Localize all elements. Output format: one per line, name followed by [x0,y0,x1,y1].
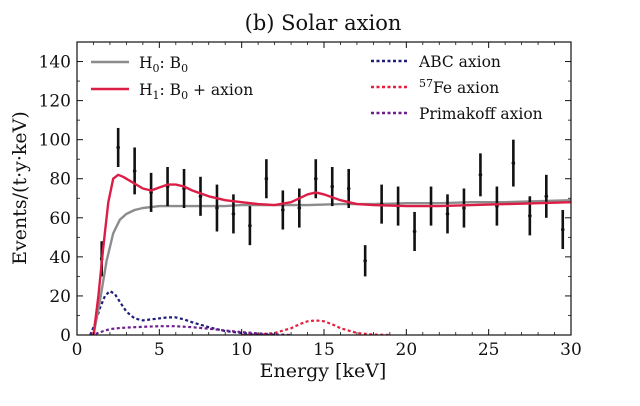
data-marker [264,176,269,181]
data-marker [462,206,466,210]
data-point [544,174,549,218]
legend-text-part: H [139,81,153,99]
legend-superscript: 57 [419,77,433,90]
data-point [478,153,483,197]
series-line-h1-b0-axion [92,173,571,335]
y-tick-label: 20 [49,287,71,307]
series-line-abc-axion [89,290,275,335]
legend-text-part: : B [160,81,182,99]
data-point [495,186,499,226]
x-tick-label: 0 [72,340,83,360]
data-marker [363,258,367,263]
x-tick-label: 25 [478,340,500,360]
data-point [445,194,450,234]
data-point [198,176,203,216]
data-point [132,147,137,195]
data-marker [560,227,565,232]
y-tick-label: 140 [39,53,71,73]
legend-entry-primakoff: Primakoff axion [371,105,543,123]
data-marker [297,206,302,210]
data-marker [215,206,219,210]
data-marker [478,173,483,177]
chart-title: (b) Solar axion [245,11,402,35]
legend-entry-h0: H0: B0 [91,54,188,75]
legend-subscript: 0 [181,62,188,75]
data-marker [511,161,516,165]
data-point [116,127,120,168]
legend-entry-h1: H1: B0 + axion [91,81,253,102]
data-point [560,209,565,250]
x-tick-label: 30 [560,340,582,360]
series-line-h0-b0 [92,199,571,335]
x-tick-label: 15 [313,340,335,360]
data-marker [248,223,252,228]
y-axis-label: Events/(t·y·keV) [9,111,31,265]
data-marker [313,176,318,181]
data-point [511,139,516,187]
plot-area [89,127,571,335]
data-point [297,188,302,228]
data-point [281,190,285,230]
y-tick-label: 60 [49,209,71,229]
y-tick-label: 0 [60,326,71,346]
x-axis-label: Energy [keV] [260,360,387,382]
data-marker [198,194,203,199]
legend-entry-abc: ABC axion [371,53,501,71]
data-point [248,206,252,246]
legend-subscript: 1 [153,89,160,102]
data-marker [544,194,549,199]
y-tick-label: 80 [49,170,71,190]
data-point [412,211,417,252]
data-point [363,245,367,277]
data-marker [116,145,120,150]
legend-label: Primakoff axion [419,105,543,123]
legend-entry-fe57: 57Fe axion [371,77,499,97]
y-tick-label: 40 [49,248,71,268]
legend-subscript: 0 [153,62,160,75]
data-marker [528,214,532,218]
x-tick-label: 20 [396,340,418,360]
data-point [462,188,466,228]
legend-text-part: : B [160,54,182,72]
data-point [528,196,532,236]
data-point [149,172,153,212]
data-marker [231,212,236,216]
data-marker [281,208,285,212]
data-marker [445,212,450,216]
legend-label: 57Fe axion [419,77,499,97]
data-marker [412,229,417,234]
series-line-57fe-axion [241,319,390,335]
data-point [182,168,186,209]
data-point [264,159,269,199]
data-marker [132,169,137,173]
data-point [330,167,335,207]
x-tick-label: 5 [154,340,165,360]
data-point [215,184,219,232]
y-tick-label: 120 [39,92,71,112]
legend-text-part: + axion [188,81,253,99]
data-layer [89,127,571,335]
series-line-primakoff-axion [89,325,292,335]
legend-subscript: 0 [181,89,188,102]
data-point [165,167,170,207]
y-tick-label: 100 [39,131,71,151]
legend-text-part: Fe axion [433,79,499,97]
data-marker [330,184,335,189]
data-marker [346,186,351,191]
legend-label: H1: B0 + axion [139,81,253,102]
legend-label: H0: B0 [139,54,188,75]
legend-text-part: H [139,54,153,72]
x-tick-label: 10 [231,340,253,360]
legend-label: ABC axion [418,53,501,71]
